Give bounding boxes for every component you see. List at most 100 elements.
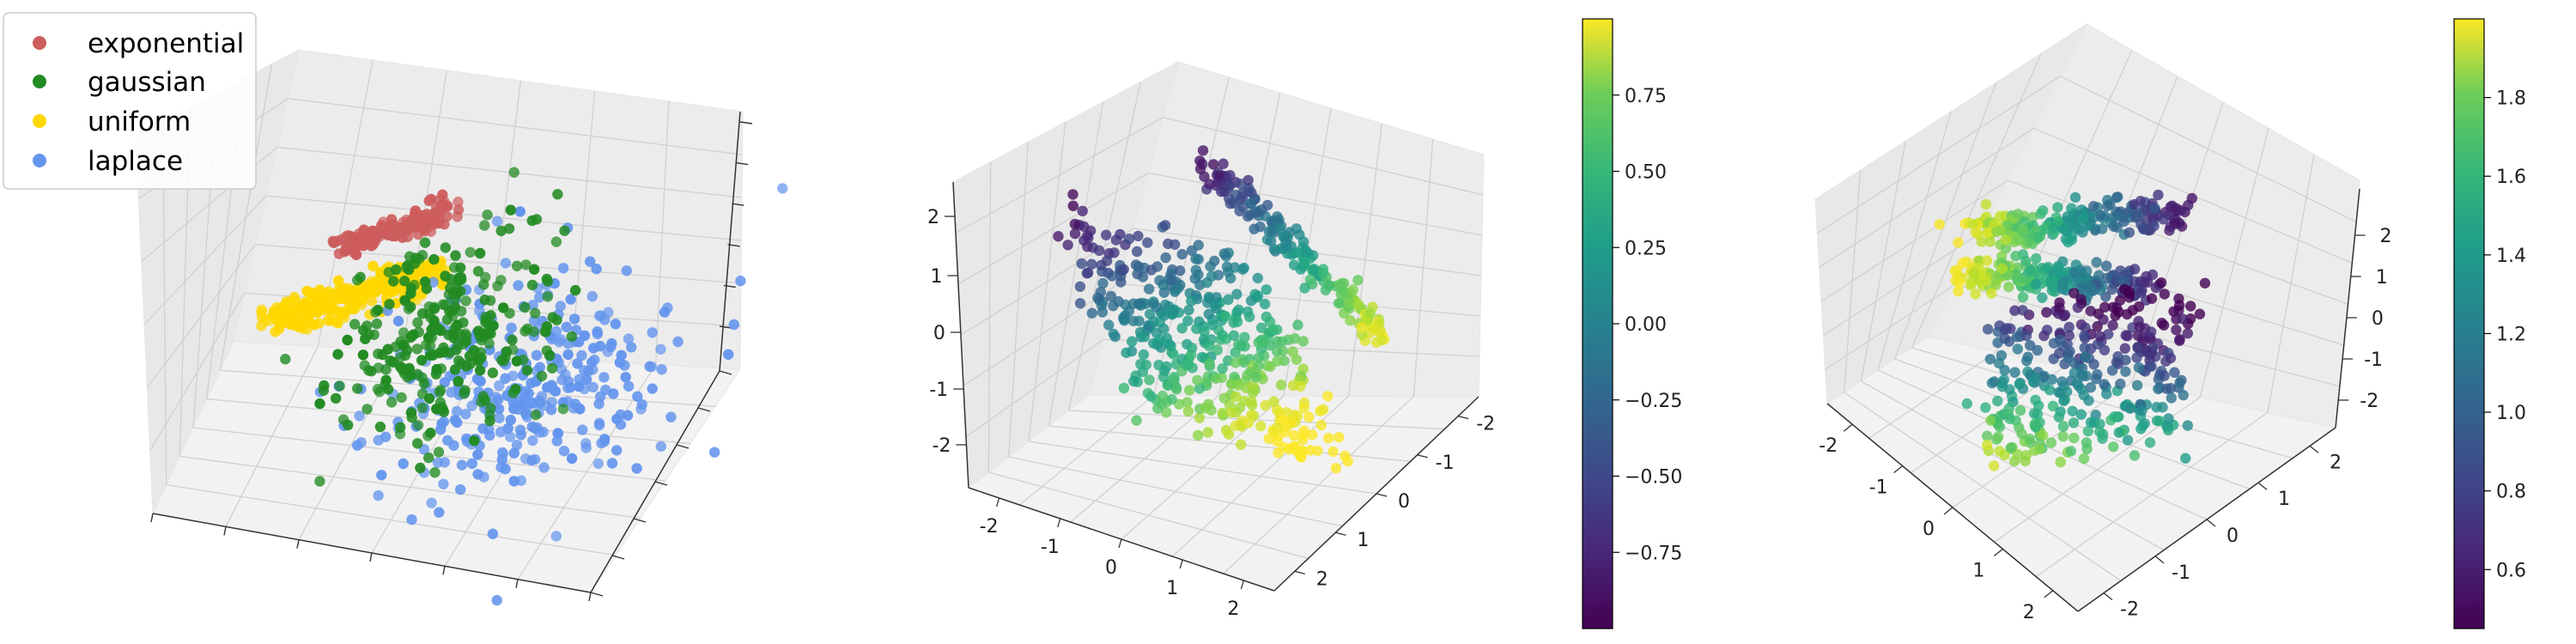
scatter-point: [2129, 450, 2141, 461]
scatter-point: [399, 295, 411, 307]
scatter-point: [1961, 398, 1972, 410]
scatter-point: [531, 349, 543, 361]
scatter-point: [2133, 315, 2144, 327]
scatter-point: [1182, 315, 1194, 326]
scatter-point: [2079, 330, 2090, 342]
scatter-point: [495, 225, 507, 237]
scatter-point: [1284, 444, 1295, 455]
scatter-point: [621, 265, 632, 276]
scatter-point: [520, 386, 532, 397]
scatter-point: [1203, 308, 1215, 319]
scatter-point: [1169, 374, 1180, 386]
scatter-point: [2174, 334, 2185, 345]
scatter-point: [551, 435, 562, 447]
scatter-point: [1218, 158, 1229, 169]
scatter-point: [1255, 221, 1266, 233]
scatter-point: [2024, 434, 2036, 445]
scatter-point: [539, 326, 550, 337]
scatter-point: [479, 295, 490, 306]
scatter-point: [556, 363, 567, 375]
scatter-point: [1950, 275, 1961, 286]
scatter-point: [2101, 260, 2112, 271]
scatter-point: [2009, 305, 2020, 316]
scatter-point: [1255, 421, 1267, 432]
scatter-point: [438, 478, 449, 489]
scatter-point: [1345, 315, 1356, 326]
scatter-point: [636, 398, 647, 410]
scatter-point: [2101, 388, 2112, 399]
scatter-point: [647, 383, 658, 394]
z-tick-label: -1: [929, 380, 948, 401]
scatter-point: [1151, 301, 1162, 313]
scatter-point: [2020, 255, 2032, 267]
scatter-point: [508, 447, 519, 459]
scatter-point: [314, 285, 325, 297]
scatter-point: [1069, 218, 1081, 230]
scatter-point: [1142, 237, 1153, 248]
scatter-point: [422, 430, 434, 441]
scatter-point: [577, 424, 588, 435]
grid-line: [2267, 154, 2315, 413]
scatter-point: [478, 279, 489, 290]
colorbar-tick-label: 0.6: [2496, 560, 2526, 581]
scatter-point: [419, 276, 431, 288]
scatter-point: [2082, 425, 2093, 437]
scatter-point: [1298, 429, 1309, 441]
scatter-point: [435, 385, 447, 396]
scatter-point: [1299, 246, 1311, 258]
scatter-point: [1077, 205, 1088, 216]
scatter-point: [274, 323, 285, 335]
scatter-point: [1203, 340, 1215, 352]
scatter-point: [1985, 415, 1996, 426]
scatter-point: [1194, 412, 1206, 423]
scatter-point: [1213, 170, 1224, 181]
scatter-point: [2057, 277, 2069, 289]
scatter-point: [501, 346, 513, 357]
scatter-point: [491, 216, 503, 227]
scatter-point: [2165, 383, 2177, 394]
x-tick-mark: [1179, 559, 1183, 569]
scatter-point: [1133, 298, 1145, 309]
scatter-point: [337, 414, 349, 425]
scatter-point: [430, 368, 442, 380]
scatter-point: [2110, 310, 2121, 321]
scatter-point: [534, 427, 545, 438]
scatter-point: [298, 301, 309, 313]
scatter-point: [1347, 284, 1359, 295]
x-tick-label: 2: [2023, 602, 2035, 623]
scatter-point: [1166, 394, 1177, 405]
scatter-point: [475, 375, 486, 387]
scatter-point: [1086, 307, 1098, 319]
scatter-point: [1158, 371, 1170, 383]
scatter-point: [341, 244, 352, 255]
scatter-point: [330, 392, 342, 404]
x-tick-mark: [2044, 590, 2054, 598]
scatter-point: [1333, 298, 1345, 309]
scatter-point: [1252, 272, 1264, 284]
scatter-point: [1135, 331, 1147, 343]
scatter-point: [2030, 278, 2042, 290]
scatter-point: [1118, 313, 1129, 324]
scatter-point: [541, 273, 552, 285]
scatter-point: [332, 275, 344, 286]
scatter-point: [1194, 163, 1206, 174]
colorbar-tick-label: −0.75: [1625, 543, 1682, 564]
grid-line: [166, 484, 617, 556]
panel-2-viridis-scatter: -2 -1 0 1 2 2 1 0 -1 -2 -2 -1 0 1 2: [927, 61, 1495, 620]
scatter-point: [484, 410, 495, 421]
scatter-point: [1230, 391, 1242, 403]
scatter-point: [2088, 201, 2099, 212]
scatter-point: [1159, 220, 1171, 231]
scatter-point: [334, 380, 345, 392]
scatter-point: [519, 301, 531, 313]
scatter-point: [2169, 367, 2180, 378]
scatter-point: [1097, 307, 1109, 318]
scatter-point: [2085, 416, 2097, 428]
colorbar-tick-label: 1.6: [2496, 167, 2526, 188]
scatter-point: [2028, 408, 2040, 419]
scatter-point: [358, 224, 369, 235]
scatter-point: [446, 386, 457, 398]
scatter-point: [1067, 189, 1078, 200]
scatter-point: [1275, 380, 1287, 391]
scatter-point: [479, 220, 490, 231]
